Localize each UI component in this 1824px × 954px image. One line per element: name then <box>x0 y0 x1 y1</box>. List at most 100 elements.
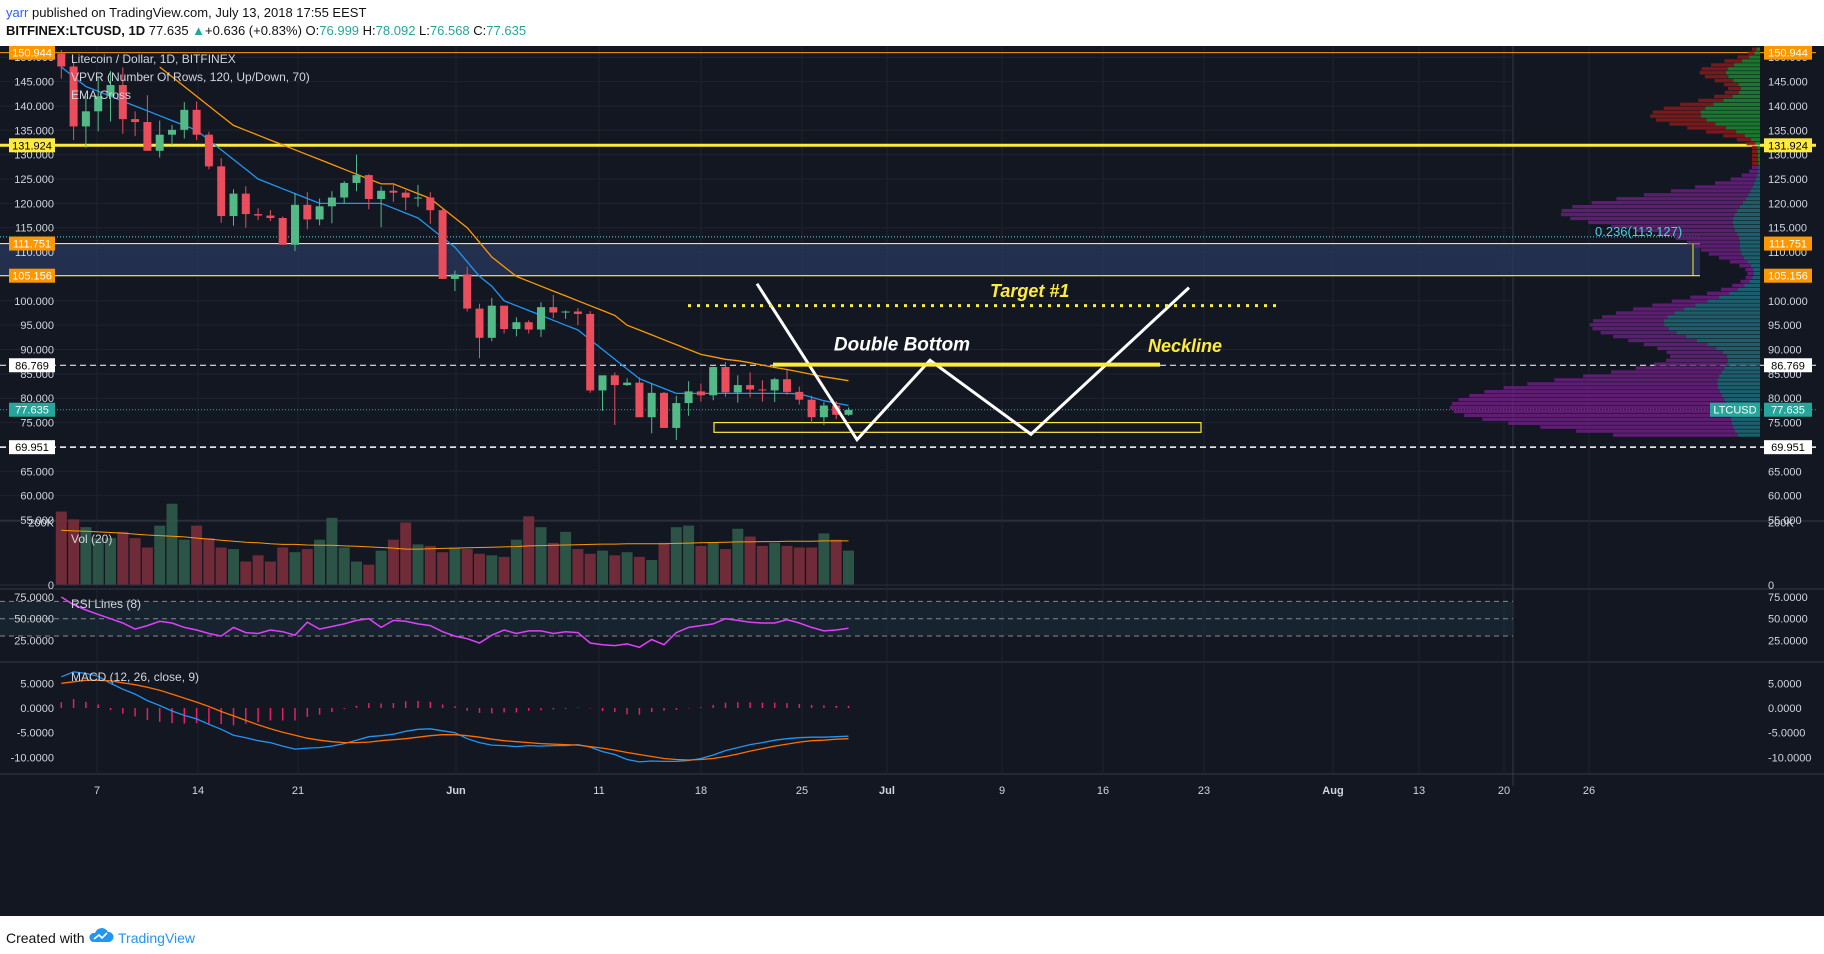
candle-body <box>168 129 176 135</box>
candle-body <box>475 308 484 338</box>
macd-tick-left: -5.0000 <box>17 728 54 740</box>
chart-svg[interactable]: 71421Jun111825Jul91623Aug132026150.00015… <box>0 45 1824 916</box>
vpvr-down-bar <box>1708 252 1742 256</box>
vpvr-up-bar <box>1726 354 1760 358</box>
tradingview-brand-link[interactable]: TradingView <box>118 930 196 946</box>
vpvr-down-bar <box>1652 303 1696 307</box>
vpvr-up-bar <box>1757 173 1760 177</box>
y-tick-left: 65.000 <box>20 466 54 478</box>
candle-body <box>807 399 816 418</box>
vpvr-up-bar <box>1728 75 1760 79</box>
volume-bar <box>806 547 818 585</box>
y-tick-right: 65.000 <box>1768 466 1802 478</box>
support-box <box>713 421 1202 433</box>
vpvr-up-bar <box>1757 153 1760 158</box>
price-tag-left <box>9 236 55 251</box>
candle-body <box>512 322 521 330</box>
vpvr-up-bar <box>1758 165 1760 169</box>
vpvr-down-bar <box>1721 287 1738 292</box>
vpvr-up-bar <box>1725 126 1760 130</box>
rsi-tick-right: 75.0000 <box>1768 592 1808 604</box>
vpvr-down-bar <box>1654 362 1727 366</box>
vpvr-down-bar <box>1745 275 1753 280</box>
candle-body <box>266 215 275 218</box>
candle-body <box>684 391 693 404</box>
vpvr-down-bar <box>1737 55 1750 59</box>
vpvr-down-bar <box>1616 197 1746 201</box>
volume-bar <box>178 539 190 585</box>
y-tick-right: 110.000 <box>1768 247 1807 259</box>
candle-body <box>758 389 767 391</box>
rsi-tick-right: 25.0000 <box>1768 635 1808 647</box>
volume-bar <box>781 545 793 585</box>
volume-bar <box>547 542 559 585</box>
x-tick-label: 25 <box>796 785 808 797</box>
vpvr-down-bar <box>1592 327 1669 331</box>
author-link[interactable]: yarr <box>6 5 29 20</box>
volume-bar <box>695 545 707 585</box>
candle-body <box>819 405 828 418</box>
vpvr-up-bar <box>1727 358 1760 362</box>
vpvr-down-bar <box>1458 397 1725 402</box>
vpvr-down-bar <box>1635 228 1736 232</box>
vpvr-down-bar <box>1572 205 1740 209</box>
price-tag-right-text: 86.769 <box>1771 360 1805 372</box>
vpvr-up-bar <box>1752 185 1760 189</box>
volume-bar <box>793 547 805 585</box>
volume-bar <box>55 511 67 585</box>
vpvr-up-bar <box>1716 346 1760 351</box>
volume-bar <box>474 553 485 585</box>
publish-header: yarr published on TradingView.com, July … <box>0 0 1824 46</box>
volume-bar <box>166 503 178 585</box>
vpvr-up-bar <box>1707 342 1760 347</box>
vpvr-down-bar <box>1714 94 1733 99</box>
price-tag-left-text: 111.751 <box>13 239 51 251</box>
candle-body <box>832 405 841 415</box>
vpvr-up-bar <box>1722 350 1760 355</box>
volume-bar <box>215 547 227 585</box>
vpvr-down-bar <box>1687 126 1726 130</box>
volume-bar <box>818 533 830 585</box>
candle-body <box>155 134 164 151</box>
x-tick-label: 14 <box>192 785 204 797</box>
vpvr-up-bar <box>1728 67 1760 71</box>
volume-bar <box>744 536 756 585</box>
vpvr-up-bar <box>1734 63 1760 67</box>
vpvr-down-bar <box>1752 47 1757 51</box>
tradingview-cloud-icon[interactable] <box>88 928 114 944</box>
candle-body <box>746 385 755 390</box>
publish-info: yarr published on TradingView.com, July … <box>6 5 366 20</box>
candle-body <box>844 409 853 415</box>
vpvr-down-bar <box>1687 240 1740 244</box>
volume-bar <box>843 550 854 585</box>
vol-tick-left: 200K <box>28 518 54 530</box>
vpvr-down-bar <box>1741 173 1758 177</box>
vpvr-up-bar <box>1718 295 1760 299</box>
candle-body <box>254 214 263 216</box>
vpvr-down-bar <box>1701 67 1729 71</box>
x-tick-label: Jun <box>446 785 466 797</box>
vpvr-up-bar <box>1668 327 1760 331</box>
volume-bar <box>240 561 252 585</box>
vol-tick-right: 0 <box>1768 580 1774 592</box>
price-tag-right <box>1764 45 1812 60</box>
vpvr-down-bar <box>1561 208 1738 213</box>
vpvr-up-bar <box>1730 417 1760 421</box>
vpvr-down-bar <box>1671 299 1708 303</box>
vpvr-down-bar <box>1669 122 1716 126</box>
candle-body <box>721 367 730 393</box>
ema-slow-line <box>159 66 849 382</box>
volume-bar <box>437 552 449 585</box>
macd-tick-left: 5.0000 <box>20 678 54 690</box>
x-tick-label: 20 <box>1498 785 1510 797</box>
chart-area[interactable]: 71421Jun111825Jul91623Aug132026150.00015… <box>0 45 1824 916</box>
vpvr-up-bar <box>1734 212 1760 217</box>
vpvr-down-bar <box>1652 110 1701 114</box>
y-tick-right: 60.000 <box>1768 491 1802 503</box>
price-tag-left <box>9 138 55 153</box>
neckline-label: Neckline <box>1148 336 1222 356</box>
vpvr-up-bar <box>1738 82 1760 87</box>
vpvr-up-bar <box>1733 425 1760 429</box>
macd-tick-left: -10.0000 <box>11 752 54 764</box>
vpvr-up-bar <box>1724 366 1760 370</box>
